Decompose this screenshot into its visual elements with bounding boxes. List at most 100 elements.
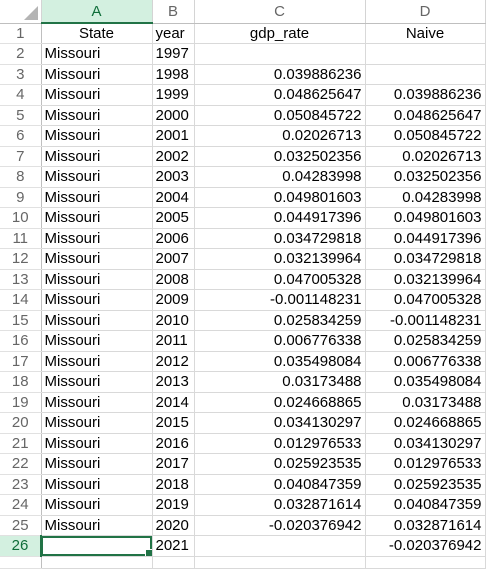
row-header[interactable]: 21	[0, 433, 42, 454]
cell-gdp-rate[interactable]: 0.048625647	[194, 84, 366, 106]
column-header-c[interactable]: C	[194, 0, 366, 24]
cell-year[interactable]: 2006	[152, 228, 195, 249]
cell-state[interactable]: Missouri	[41, 515, 153, 536]
header-cell-naive[interactable]: Naive	[365, 23, 486, 44]
cell-gdp-rate[interactable]: 0.024668865	[194, 392, 366, 413]
row-header[interactable]: 18	[0, 371, 42, 393]
cell-state[interactable]: Missouri	[41, 207, 153, 229]
header-cell-gdp-rate[interactable]: gdp_rate	[194, 23, 366, 44]
cell-gdp-rate[interactable]: 0.034729818	[194, 228, 366, 249]
cell-naive[interactable]: 0.034130297	[365, 433, 486, 454]
row-header[interactable]: 20	[0, 412, 42, 434]
cell-naive[interactable]: 0.049801603	[365, 207, 486, 229]
cell-year[interactable]: 2005	[152, 207, 195, 229]
row-header[interactable]: 26	[0, 535, 42, 557]
cell-naive[interactable]: 0.034729818	[365, 248, 486, 270]
cell-naive[interactable]: 0.025834259	[365, 330, 486, 352]
cell-year[interactable]: 1998	[152, 64, 195, 85]
cell-year[interactable]: 2014	[152, 392, 195, 413]
cell-year[interactable]: 2003	[152, 166, 195, 188]
cell-state[interactable]: Missouri	[41, 125, 153, 147]
cell-year[interactable]: 2016	[152, 433, 195, 454]
cell-naive[interactable]: 0.032139964	[365, 269, 486, 290]
cell-gdp-rate[interactable]: 0.049801603	[194, 187, 366, 208]
cell-year[interactable]: 2008	[152, 269, 195, 290]
cell-gdp-rate[interactable]: 0.044917396	[194, 207, 366, 229]
cell-year[interactable]: 1997	[152, 43, 195, 65]
row-header[interactable]: 6	[0, 125, 42, 147]
row-header[interactable]: 8	[0, 166, 42, 188]
cell-naive[interactable]: 0.040847359	[365, 494, 486, 516]
cell-naive[interactable]: 0.048625647	[365, 105, 486, 126]
cell-naive[interactable]: 0.024668865	[365, 412, 486, 434]
cell-state[interactable]: Missouri	[41, 228, 153, 249]
cell-naive[interactable]: 0.02026713	[365, 146, 486, 167]
cell-state[interactable]: Missouri	[41, 84, 153, 106]
cell-gdp-rate[interactable]	[194, 535, 366, 557]
cell-state[interactable]: Missouri	[41, 146, 153, 167]
row-header[interactable]: 4	[0, 84, 42, 106]
cell-naive[interactable]	[365, 43, 486, 65]
cell-year[interactable]: 2013	[152, 371, 195, 393]
cell-naive[interactable]: 0.035498084	[365, 371, 486, 393]
row-header[interactable]: 24	[0, 494, 42, 516]
cell-state[interactable]: Missouri	[41, 330, 153, 352]
cell-year[interactable]: 2021	[152, 535, 195, 557]
cell-gdp-rate[interactable]: 0.012976533	[194, 433, 366, 454]
cell-gdp-rate[interactable]: -0.020376942	[194, 515, 366, 536]
cell-year[interactable]: 2018	[152, 474, 195, 495]
column-header-b[interactable]: B	[152, 0, 195, 24]
row-header[interactable]: 10	[0, 207, 42, 229]
cell-year[interactable]: 2007	[152, 248, 195, 270]
cell-state[interactable]: Missouri	[41, 392, 153, 413]
cell-state[interactable]: Missouri	[41, 166, 153, 188]
cell-state[interactable]: Missouri	[41, 351, 153, 372]
cell-gdp-rate[interactable]: 0.034130297	[194, 412, 366, 434]
cell-gdp-rate[interactable]: 0.025923535	[194, 453, 366, 475]
cell-year[interactable]: 2002	[152, 146, 195, 167]
cell-state[interactable]: Missouri	[41, 187, 153, 208]
header-cell-year[interactable]: year	[152, 23, 195, 44]
cell-state[interactable]: Missouri	[41, 453, 153, 475]
cell-gdp-rate[interactable]: 0.006776338	[194, 330, 366, 352]
cell-state[interactable]: Missouri	[41, 310, 153, 331]
row-header[interactable]: 16	[0, 330, 42, 352]
cell-state[interactable]: Missouri	[41, 64, 153, 85]
cell-state[interactable]: Missouri	[41, 105, 153, 126]
cell-state[interactable]: Missouri	[41, 412, 153, 434]
cell-gdp-rate[interactable]	[194, 43, 366, 65]
fill-handle[interactable]	[144, 548, 151, 556]
cell-gdp-rate[interactable]: 0.032502356	[194, 146, 366, 167]
cell-gdp-rate[interactable]: 0.050845722	[194, 105, 366, 126]
cell-naive[interactable]: 0.04283998	[365, 187, 486, 208]
cell-gdp-rate[interactable]: -0.001148231	[194, 289, 366, 311]
cell-naive[interactable]: 0.006776338	[365, 351, 486, 372]
cell-year[interactable]: 2010	[152, 310, 195, 331]
cell-state[interactable]: Missouri	[41, 248, 153, 270]
cell-year[interactable]: 2001	[152, 125, 195, 147]
cell-naive[interactable]: 0.03173488	[365, 392, 486, 413]
row-header[interactable]: 25	[0, 515, 42, 536]
cell-gdp-rate[interactable]: 0.032871614	[194, 494, 366, 516]
cell-year[interactable]: 1999	[152, 84, 195, 106]
cell-naive[interactable]: 0.044917396	[365, 228, 486, 249]
empty-cell[interactable]	[194, 556, 366, 569]
cell-naive[interactable]: -0.020376942	[365, 535, 486, 557]
row-header[interactable]: 5	[0, 105, 42, 126]
row-header[interactable]	[0, 556, 42, 569]
row-header[interactable]: 11	[0, 228, 42, 249]
cell-year[interactable]: 2009	[152, 289, 195, 311]
row-header[interactable]: 15	[0, 310, 42, 331]
cell-gdp-rate[interactable]: 0.040847359	[194, 474, 366, 495]
empty-cell[interactable]	[41, 556, 153, 569]
cell-state[interactable]: Missouri	[41, 289, 153, 311]
cell-year[interactable]: 2015	[152, 412, 195, 434]
row-header[interactable]: 13	[0, 269, 42, 290]
cell-gdp-rate[interactable]: 0.04283998	[194, 166, 366, 188]
cell-naive[interactable]: -0.001148231	[365, 310, 486, 331]
cell-year[interactable]: 2017	[152, 453, 195, 475]
column-header-a[interactable]: A	[41, 0, 153, 24]
empty-cell[interactable]	[365, 556, 486, 569]
cell-state[interactable]: Missouri	[41, 474, 153, 495]
row-header[interactable]: 7	[0, 146, 42, 167]
